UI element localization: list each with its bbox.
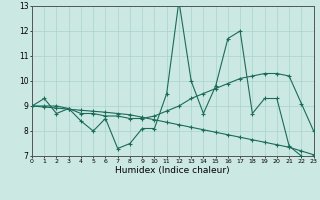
X-axis label: Humidex (Indice chaleur): Humidex (Indice chaleur) — [116, 166, 230, 175]
